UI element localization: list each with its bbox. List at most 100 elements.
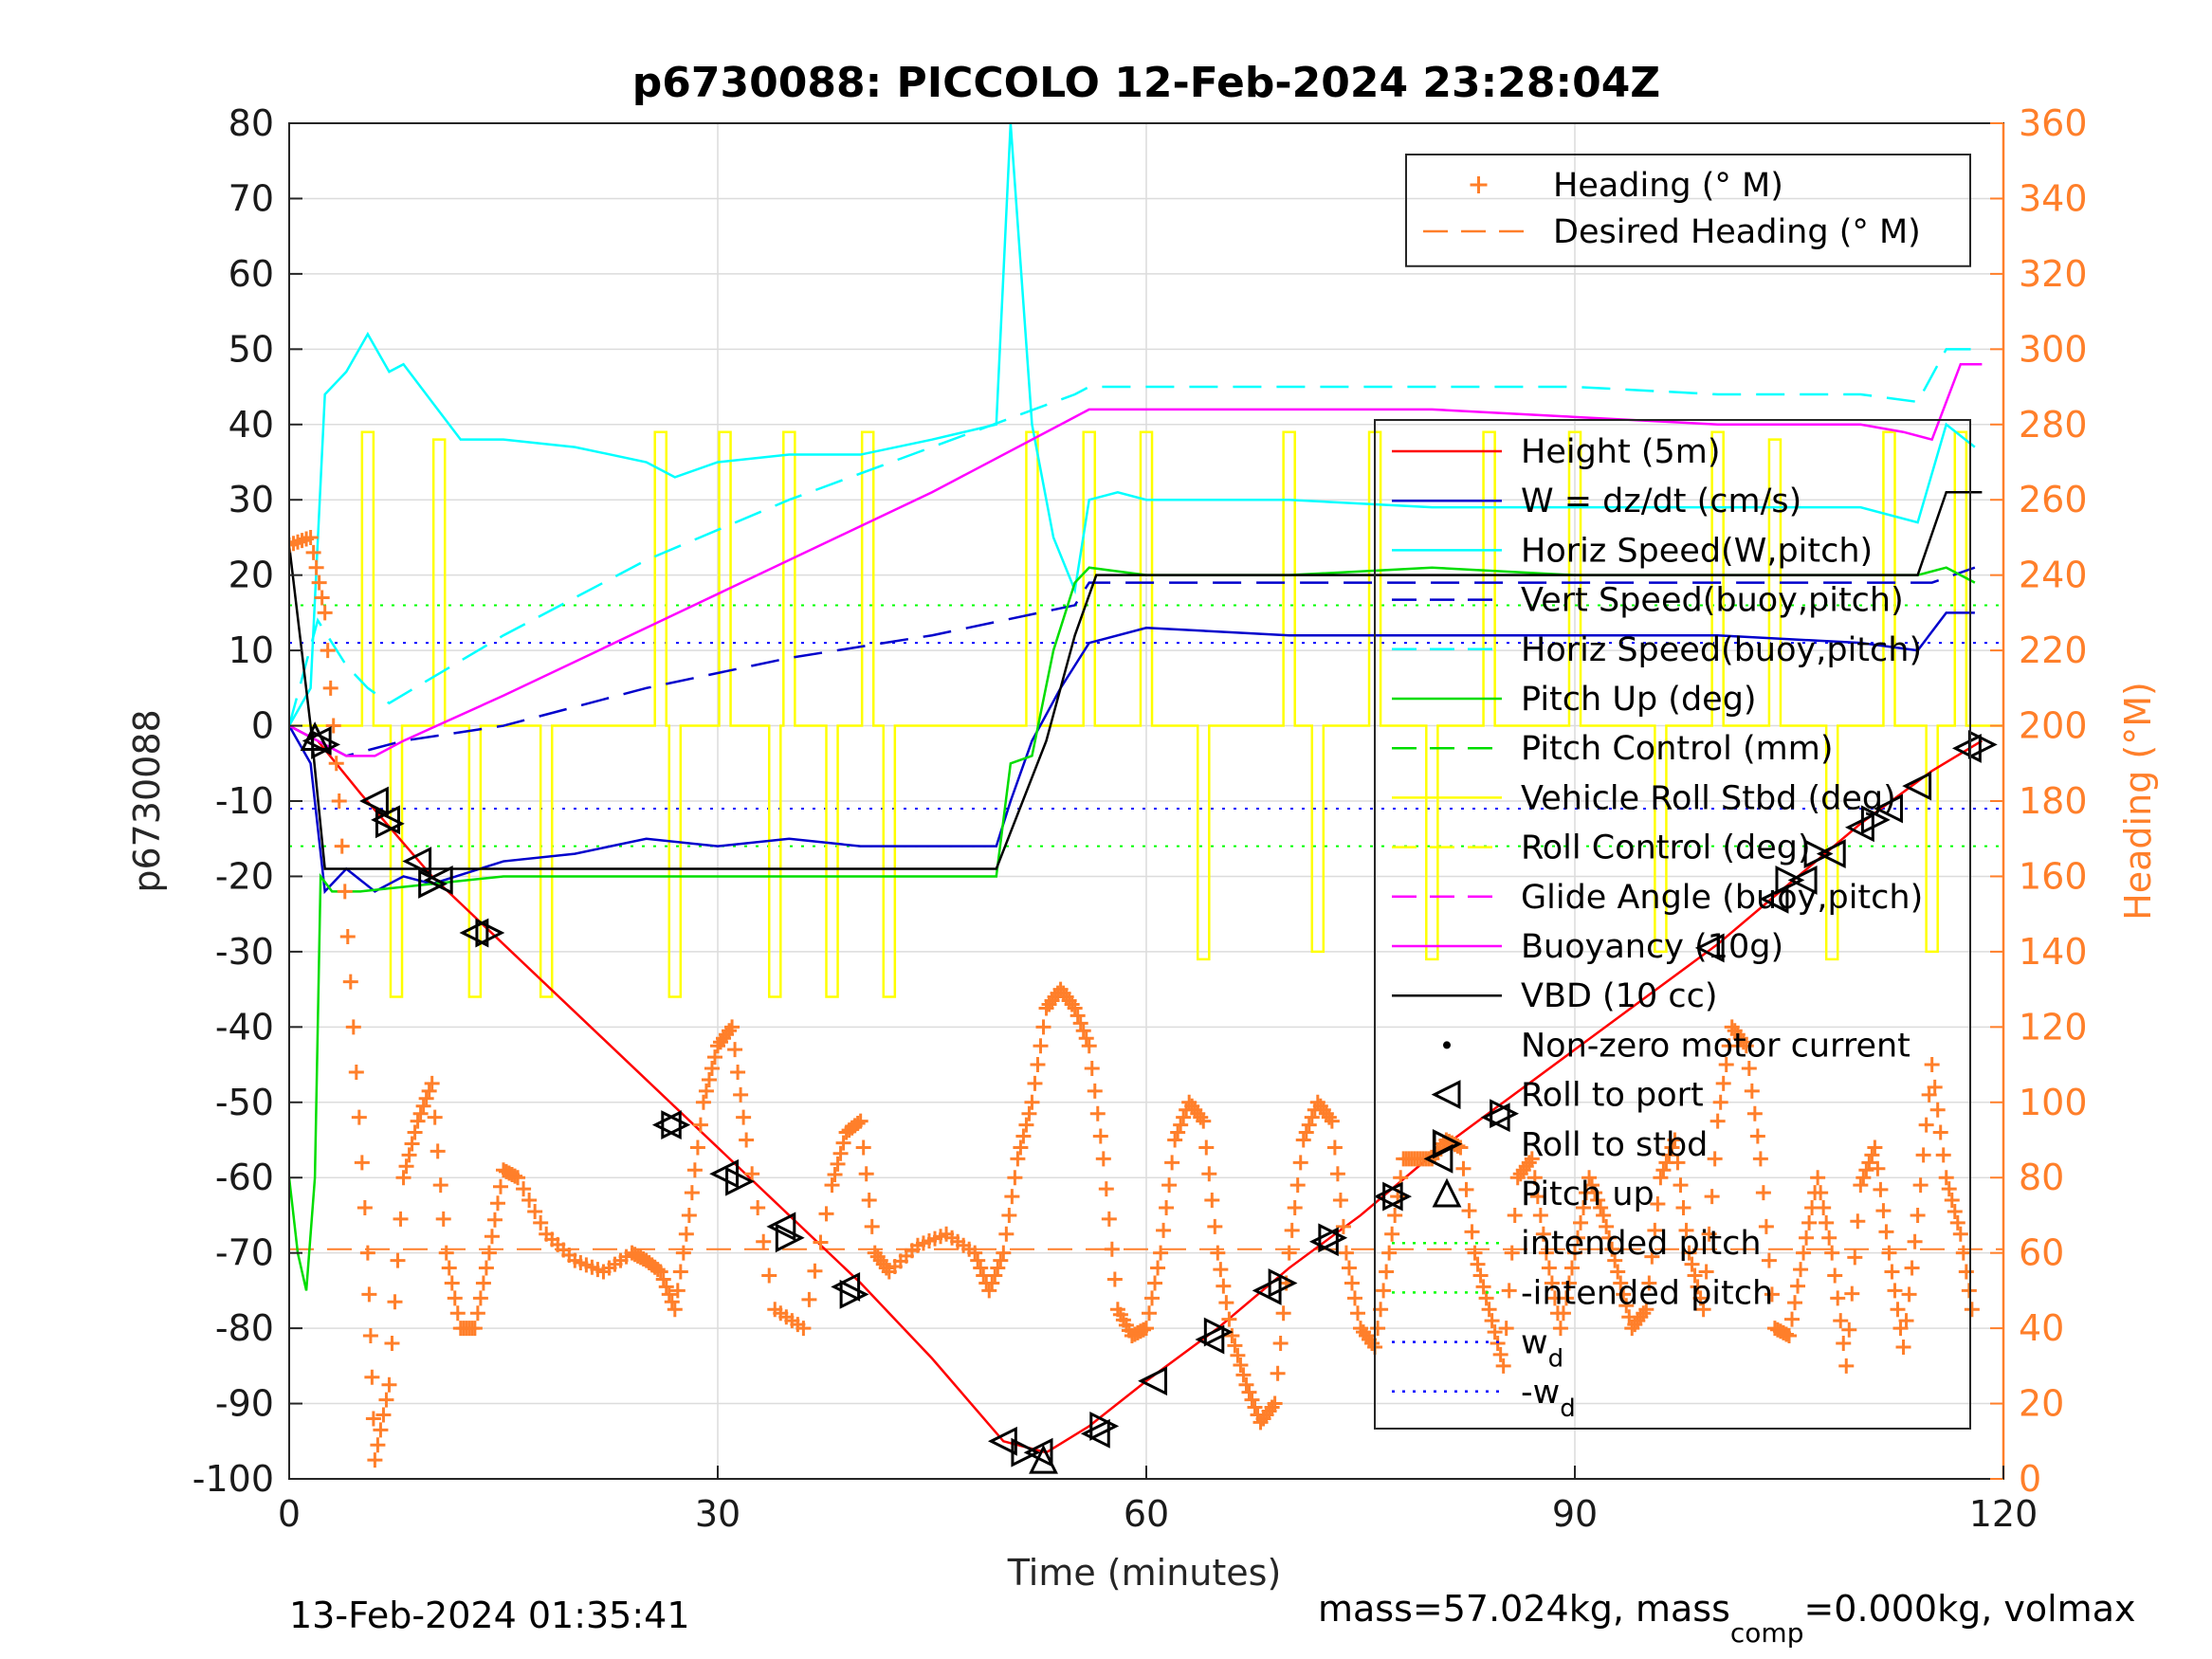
legend-main-entry: W = dz/dt (cm/s)	[1392, 483, 1801, 520]
marker-roll-right	[661, 1110, 691, 1140]
heading-point	[1104, 1241, 1120, 1257]
heading-point	[412, 1105, 429, 1121]
series-horiz-speed-buoy-pitch	[289, 348, 1975, 726]
heading-point	[1949, 1214, 1965, 1231]
heading-point	[1941, 1181, 1957, 1197]
heading-point	[527, 1203, 543, 1219]
marker-roll-right	[725, 1166, 755, 1196]
heading-point	[996, 1245, 1012, 1261]
heading-point	[1584, 1177, 1600, 1194]
heading-point	[1932, 1124, 1948, 1140]
heading-point	[1247, 1399, 1263, 1415]
heading-point	[701, 1071, 717, 1087]
heading-point	[724, 1019, 740, 1035]
heading-point	[438, 1245, 454, 1261]
heading-point	[1952, 1226, 1968, 1242]
y-tick-label: 10	[229, 629, 274, 671]
series-horiz-speed-w-pitch	[289, 123, 1976, 727]
heading-point	[1332, 1193, 1348, 1209]
heading-point	[1856, 1170, 1872, 1186]
heading-point	[441, 1260, 457, 1276]
heading-point	[1098, 1181, 1114, 1197]
heading-point	[1836, 1336, 1852, 1351]
marker-roll-right	[375, 809, 405, 839]
heading-point	[1156, 1222, 1172, 1238]
footer-mass-part1: mass=57.024kg, mass	[1318, 1588, 1730, 1630]
heading-point	[744, 1166, 760, 1182]
y-tick-label: -60	[215, 1157, 274, 1198]
legend-main-entry: Non-zero motor current	[1443, 1027, 1910, 1065]
marker-roll-right	[1860, 805, 1891, 835]
heading-point	[970, 1252, 986, 1268]
x-tick-label: 60	[1124, 1493, 1169, 1535]
heading-point	[1281, 1245, 1297, 1261]
heading-point	[418, 1090, 434, 1106]
heading-point	[1924, 1057, 1940, 1073]
heading-point	[727, 1042, 743, 1058]
heading-point	[801, 1291, 817, 1307]
heading-point	[1161, 1177, 1178, 1194]
heading-point	[401, 1147, 417, 1163]
legend-main-box	[1374, 419, 1971, 1430]
heading-point	[1607, 1252, 1623, 1268]
marker-roll-left	[1138, 1366, 1168, 1396]
heading-point	[1695, 1302, 1711, 1318]
legend-main-entry: Pitch Up (deg)	[1392, 681, 1757, 719]
heading-point	[320, 643, 336, 659]
legend-main-entry: Buoyancy (10g)	[1392, 928, 1783, 966]
legend-swatch	[1470, 176, 1488, 193]
heading-point	[1910, 1207, 1926, 1223]
heading-point	[1944, 1193, 1960, 1209]
legend-main-label-text: Buoyancy (10g)	[1521, 928, 1783, 966]
legend-main-label: Glide Angle (buoy,pitch)	[1521, 879, 1923, 917]
marker-roll-right	[1268, 1268, 1298, 1298]
legend-main-label-sub: d	[1560, 1395, 1576, 1423]
heading-point	[1270, 1365, 1286, 1381]
footer-mass: mass=57.024kg, masscomp=0.000kg, volmax	[1318, 1588, 2135, 1649]
heading-point	[1810, 1170, 1826, 1186]
heading-point	[1827, 1267, 1843, 1284]
heading-point	[1895, 1339, 1911, 1355]
heading-point	[1644, 1249, 1660, 1265]
heading-point	[1244, 1392, 1260, 1408]
marker-roll-up	[1029, 1444, 1058, 1474]
heading-point	[1501, 1283, 1517, 1299]
heading-point	[331, 793, 347, 809]
marker-roll-right	[1382, 1181, 1413, 1212]
legend-main-label: Vehicle Roll Stbd (deg)	[1521, 779, 1896, 817]
heading-point	[1453, 1139, 1469, 1156]
legend-main-entry: Horiz Speed(buoy,pitch)	[1392, 631, 1922, 669]
x-axis-ticks: 0 30 60 90 120	[278, 1466, 2038, 1535]
y-right-tick-label: 0	[2019, 1458, 2041, 1500]
y-right-tick-label: 200	[2019, 705, 2088, 747]
legend-swatch	[1432, 1177, 1462, 1208]
y-tick-label: -100	[192, 1458, 274, 1500]
heading-point	[1915, 1147, 1931, 1163]
heading-point	[1961, 1283, 1977, 1299]
heading-point	[345, 1019, 361, 1035]
heading-point	[1675, 1200, 1691, 1215]
y-right-tick-label: 280	[2019, 404, 2088, 446]
heading-point	[1541, 1260, 1557, 1276]
marker-roll-left	[459, 918, 489, 948]
heading-point	[1538, 1245, 1554, 1261]
heading-point	[1838, 1358, 1855, 1374]
legend-top-entry: Heading (° M)	[1470, 167, 1783, 205]
legend-main-label-text: VBD (10 cc)	[1521, 977, 1718, 1015]
heading-point	[1159, 1200, 1175, 1215]
heading-point	[1344, 1275, 1360, 1291]
heading-point	[1749, 1128, 1765, 1144]
legend-main-entry: Pitch up	[1432, 1176, 1654, 1213]
heading-point	[1718, 1057, 1734, 1073]
heading-point	[404, 1136, 420, 1152]
chart-title: p6730088: PICCOLO 12-Feb-2024 23:28:04Z	[632, 59, 1660, 107]
legend-main-entry: Horiz Speed(W,pitch)	[1392, 532, 1873, 570]
y-tick-label: -20	[215, 855, 274, 897]
heading-point	[1604, 1241, 1620, 1257]
heading-point	[1570, 1230, 1586, 1246]
marker-roll-left	[359, 786, 389, 816]
legend-main-label: -intended pitch	[1521, 1274, 1773, 1312]
heading-point	[1824, 1245, 1840, 1261]
series-buoyancy-10g	[289, 362, 1983, 757]
heading-point	[1338, 1245, 1354, 1261]
